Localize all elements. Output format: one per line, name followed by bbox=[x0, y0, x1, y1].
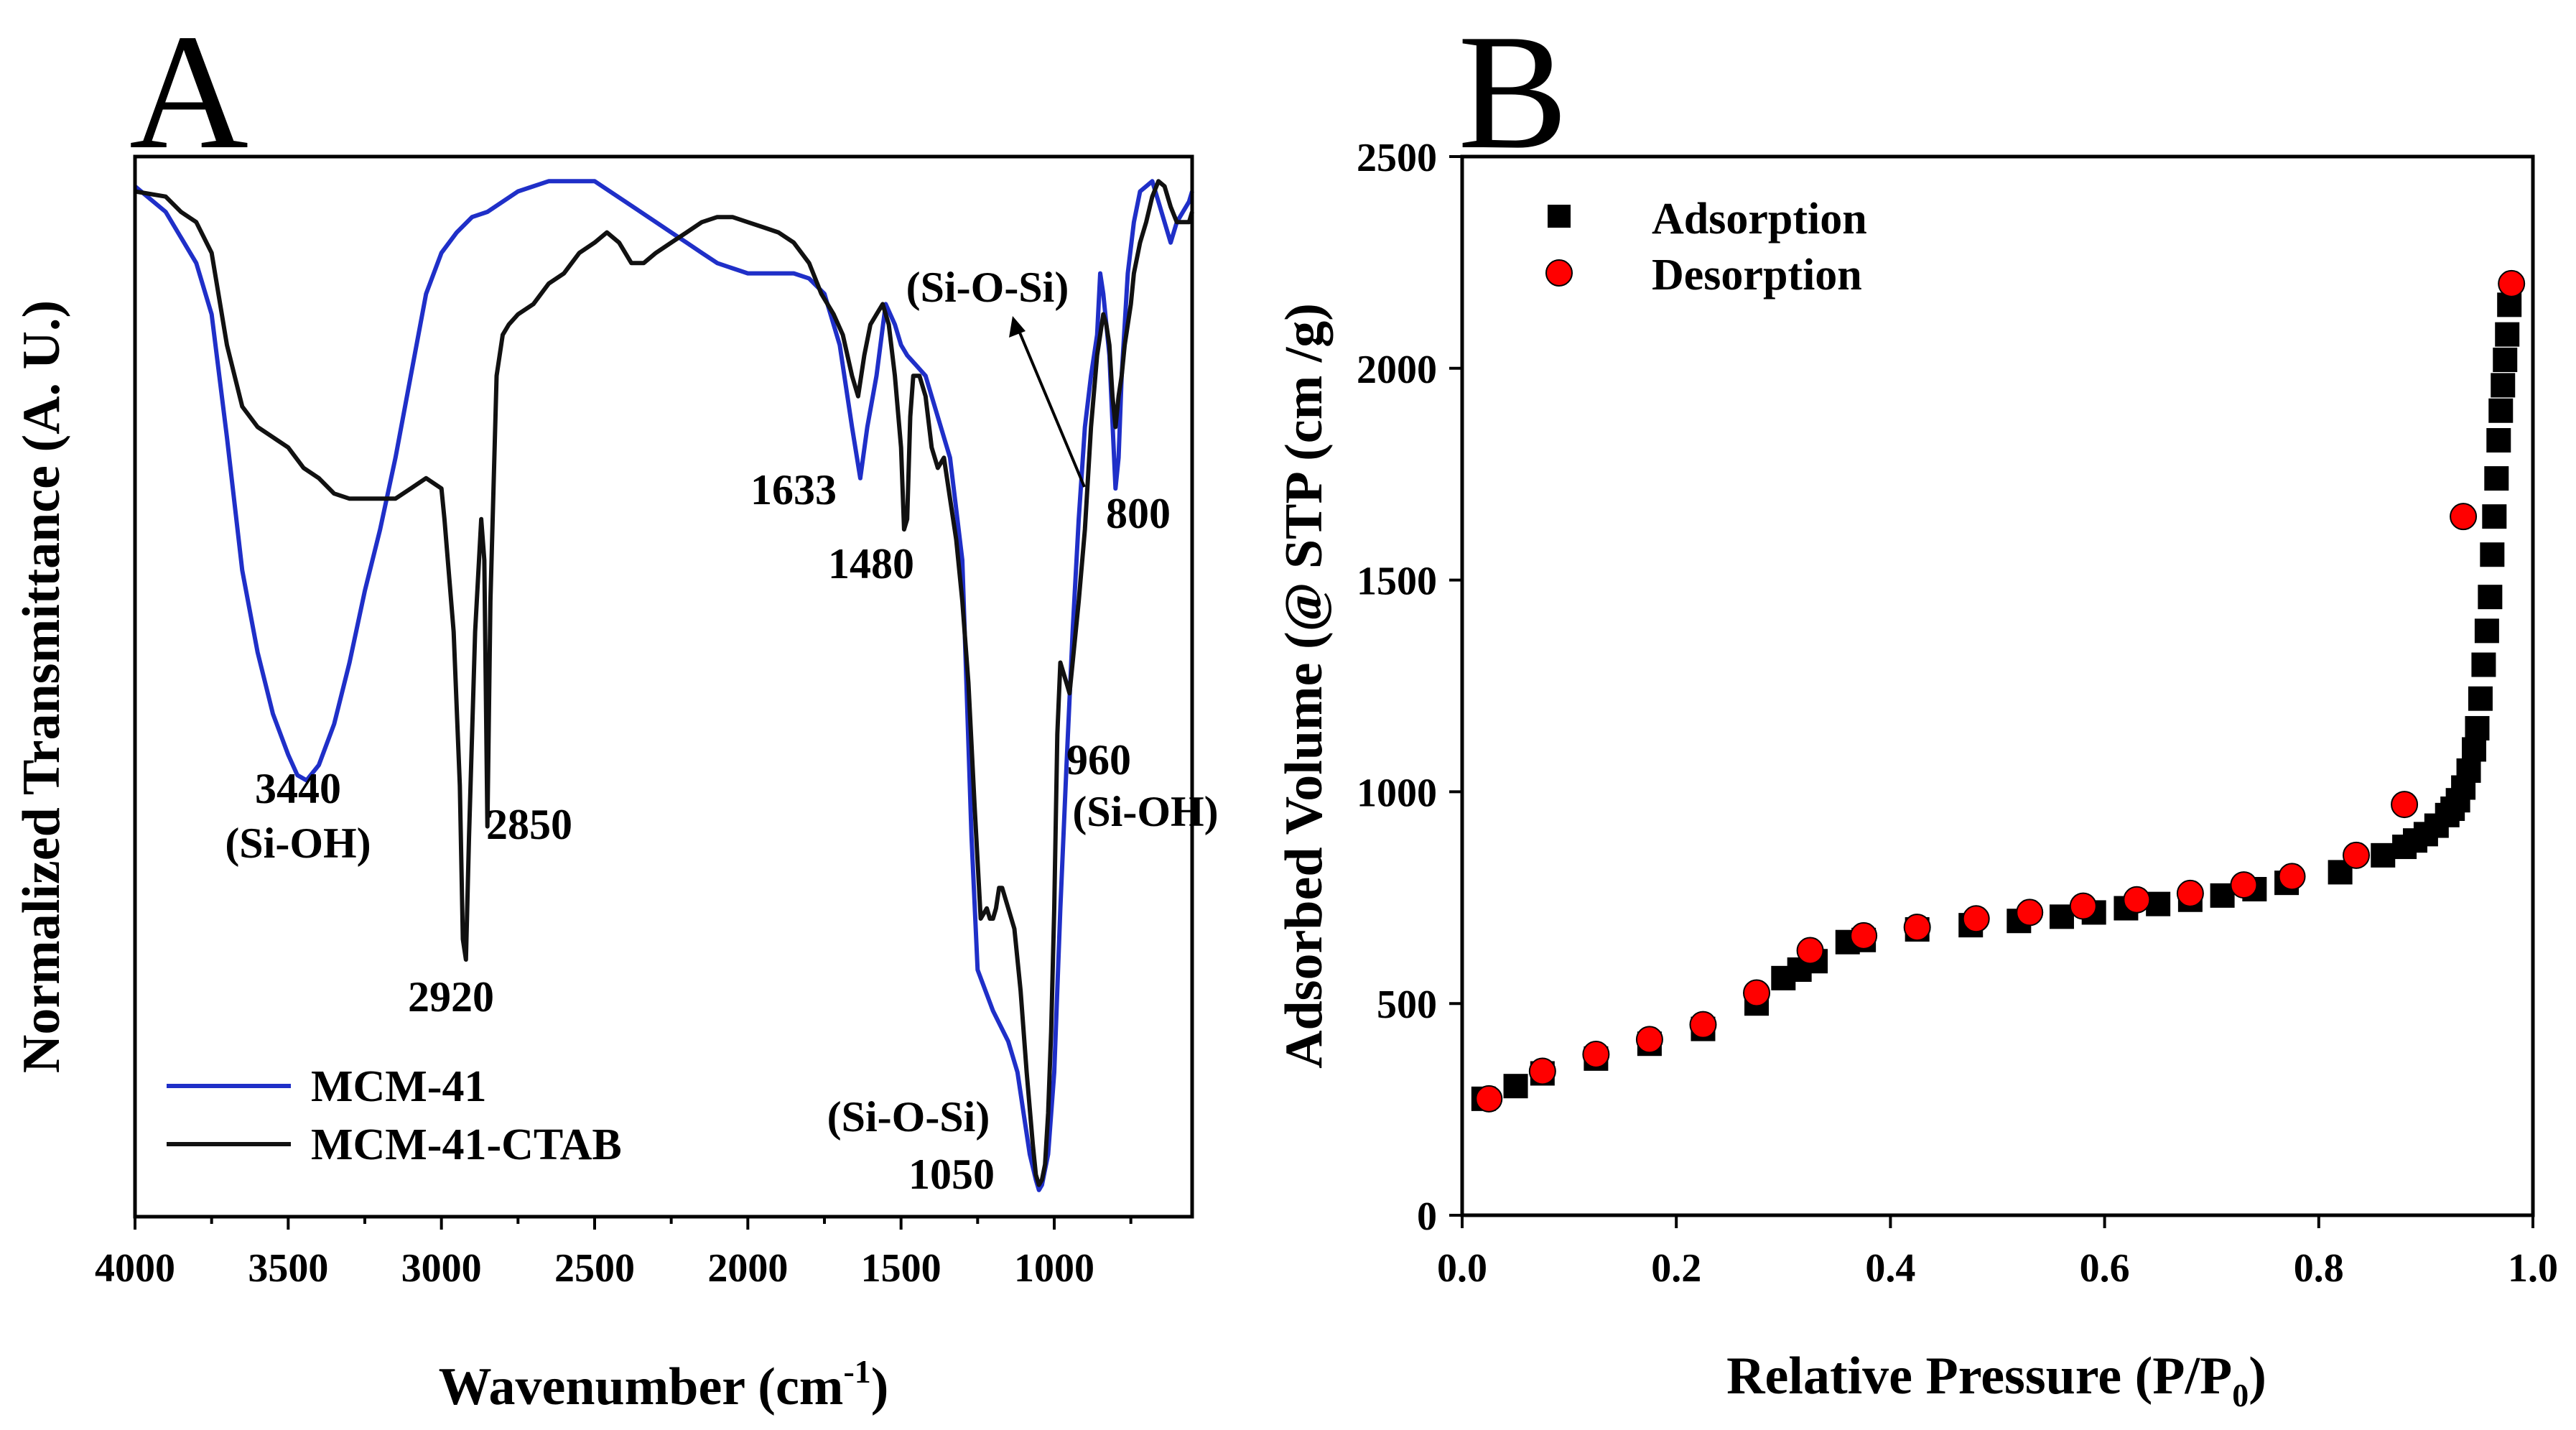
panel-a-x-axis-title-main: Wavenumber (cm bbox=[439, 1357, 844, 1416]
panel-b-y-tick-label: 2000 bbox=[1357, 348, 1437, 392]
annotation-3440: 3440 bbox=[255, 765, 341, 812]
panel-b-y-tick-label: 500 bbox=[1377, 983, 1437, 1027]
desorption-point bbox=[1635, 1026, 1663, 1054]
adsorption-point bbox=[2493, 348, 2518, 373]
adsorption-point bbox=[2471, 652, 2496, 677]
adsorption-point bbox=[2461, 737, 2486, 762]
desorption-point bbox=[1796, 937, 1824, 965]
panel-a-plot-area: 4000 3500 3000 2500 2000 1500 1000 bbox=[95, 154, 1194, 1291]
annotation-si-o-si-1: (Si-O-Si) bbox=[906, 264, 1069, 311]
panel-a-x-axis-title-sup: -1 bbox=[843, 1353, 870, 1390]
annotation-800: 800 bbox=[1106, 490, 1171, 537]
panel-a-y-axis-title: Normalized Transmittance (A. U.) bbox=[12, 300, 71, 1073]
panel-a-x-tick-label: 2500 bbox=[554, 1246, 635, 1291]
panel-a-x-tick-label: 2000 bbox=[707, 1246, 788, 1291]
panel-b-x-axis-title-end: ) bbox=[2249, 1347, 2266, 1406]
annotation-1633: 1633 bbox=[750, 466, 837, 514]
adsorption-point bbox=[2482, 504, 2507, 529]
legend-label-desorption: Desorption bbox=[1652, 251, 1862, 300]
desorption-point bbox=[1528, 1057, 1556, 1085]
panel-a-x-axis-title-end: ) bbox=[871, 1357, 889, 1416]
desorption-point bbox=[2391, 791, 2419, 819]
annotation-arrow bbox=[1009, 316, 1086, 488]
adsorption-point bbox=[2456, 758, 2481, 783]
desorption-point bbox=[2498, 269, 2526, 297]
annotation-2920: 2920 bbox=[408, 973, 494, 1021]
annotation-960: 960 bbox=[1066, 736, 1131, 784]
adsorption-point bbox=[2486, 428, 2511, 453]
desorption-point bbox=[1743, 979, 1771, 1007]
panel-b-legend: Adsorption Desorption bbox=[1545, 195, 1867, 300]
panel-b-y-tick-label: 2500 bbox=[1357, 136, 1437, 180]
panel-a-letter: A bbox=[129, 0, 248, 183]
desorption-point bbox=[1689, 1011, 1717, 1039]
desorption-point bbox=[2016, 899, 2044, 927]
adsorption-point bbox=[2468, 686, 2493, 711]
adsorption-point bbox=[2491, 373, 2516, 398]
panel-b-frame bbox=[1460, 154, 2535, 1217]
adsorption-point bbox=[2478, 585, 2503, 610]
desorption-point bbox=[1962, 905, 1990, 933]
desorption-point bbox=[2342, 841, 2370, 869]
panel-a-x-tick-label: 1000 bbox=[1014, 1246, 1094, 1291]
panel-b-x-axis-title: Relative Pressure (P/P0) bbox=[1726, 1347, 2266, 1413]
panel-a-frame bbox=[133, 154, 1194, 1219]
panel-a-x-tick-label: 3000 bbox=[401, 1246, 482, 1291]
adsorption-point bbox=[2146, 891, 2171, 916]
legend-label-adsorption: Adsorption bbox=[1652, 195, 1867, 243]
series-line-mcm-41-ctab bbox=[134, 179, 1194, 1187]
panel-a-legend: MCM-41 MCM-41-CTAB bbox=[167, 1062, 622, 1169]
panel-b-x-tick-label: 0.4 bbox=[1865, 1246, 1915, 1291]
desorption-point bbox=[2176, 879, 2204, 907]
panel-b-x-axis-title-sub: 0 bbox=[2232, 1377, 2249, 1413]
panel-a-x-tick-label: 4000 bbox=[95, 1246, 175, 1291]
desorption-point bbox=[2450, 503, 2478, 531]
panel-b-plot-area: 0.0 0.2 0.4 0.6 0.8 1.0 0 500 1000 1500 2000 2500 bbox=[1357, 136, 2558, 1291]
desorption-point bbox=[2230, 871, 2258, 899]
panel-b: B 0.0 0.2 0.4 0.6 0.8 1.0 0 500 1000 1500 2000 2500… bbox=[1275, 0, 2558, 1413]
adsorption-point bbox=[2484, 466, 2509, 491]
desorption-point bbox=[2123, 886, 2151, 914]
annotation-1050: 1050 bbox=[908, 1151, 995, 1198]
legend-label-mcm41: MCM-41 bbox=[311, 1062, 486, 1111]
annotation-si-o-si-2: (Si-O-Si) bbox=[827, 1093, 990, 1141]
panel-b-y-tick-label: 1500 bbox=[1357, 560, 1437, 604]
legend-label-mcm41-ctab: MCM-41-CTAB bbox=[311, 1120, 622, 1169]
panel-b-x-tick-label: 0.2 bbox=[1651, 1246, 1701, 1291]
desorption-point bbox=[1582, 1040, 1610, 1068]
panel-b-x-axis-title-main: Relative Pressure (P/P bbox=[1726, 1347, 2232, 1406]
adsorption-point bbox=[1503, 1074, 1528, 1099]
legend-marker-adsorption bbox=[1548, 205, 1571, 228]
adsorption-point bbox=[2465, 715, 2490, 740]
panel-b-x-tick-label: 1.0 bbox=[2508, 1246, 2558, 1291]
annotation-si-oh-2: (Si-OH) bbox=[1072, 788, 1218, 835]
panel-b-x-tick-label: 0.8 bbox=[2294, 1246, 2344, 1291]
adsorption-point bbox=[2474, 618, 2499, 644]
adsorption-point bbox=[2480, 542, 2505, 567]
panel-a-x-axis-title: Wavenumber (cm-1) bbox=[439, 1353, 889, 1416]
panel-b-y-axis-title: Adsorbed Volume (@ STP (cm /g) bbox=[1275, 303, 1334, 1069]
series-line-mcm-41 bbox=[134, 179, 1194, 1192]
desorption-point bbox=[2278, 863, 2306, 891]
panel-b-letter: B bbox=[1458, 0, 1568, 183]
desorption-point bbox=[1850, 921, 1878, 950]
panel-b-y-tick-label: 0 bbox=[1417, 1194, 1437, 1239]
desorption-point bbox=[2069, 892, 2097, 920]
desorption-point bbox=[1475, 1085, 1503, 1113]
panel-b-x-tick-label: 0.0 bbox=[1437, 1246, 1487, 1291]
adsorption-point bbox=[2488, 398, 2514, 423]
panel-a-x-tick-label: 3500 bbox=[248, 1246, 328, 1291]
panel-b-y-tick-label: 1000 bbox=[1357, 771, 1437, 815]
desorption-point bbox=[1903, 914, 1931, 942]
annotation-si-oh-1: (Si-OH) bbox=[225, 820, 371, 867]
panel-b-x-tick-label: 0.6 bbox=[2080, 1246, 2130, 1291]
annotation-1480: 1480 bbox=[828, 540, 914, 588]
panel-a: A 4000 3500 3000 2500 2000 1500 1000 Normalize… bbox=[12, 0, 1219, 1416]
adsorption-point bbox=[2495, 322, 2520, 347]
adsorption-point bbox=[2371, 842, 2396, 868]
annotation-2850: 2850 bbox=[486, 801, 572, 848]
panel-a-x-tick-label: 1500 bbox=[861, 1246, 941, 1291]
legend-marker-desorption bbox=[1545, 259, 1573, 287]
